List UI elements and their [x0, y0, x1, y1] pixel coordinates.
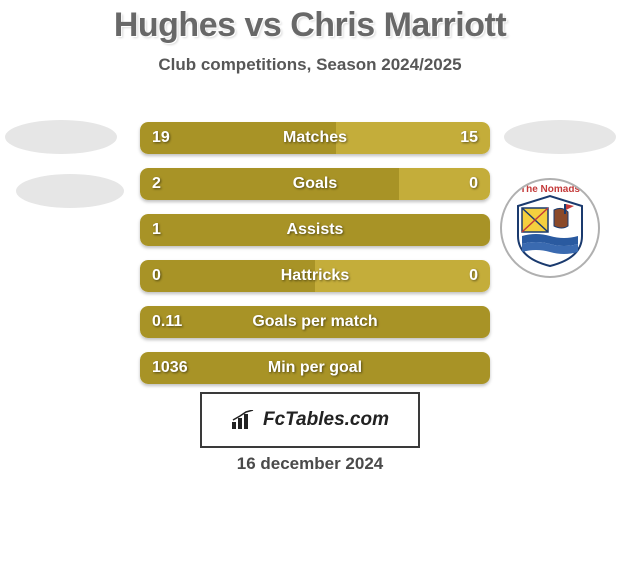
- comparison-bars: 1915Matches 20Goals 1Assists 00Hattricks 0.1…: [140, 122, 490, 398]
- logo-text: FcTables.com: [263, 409, 389, 431]
- bar-row-hattricks: 00Hattricks: [140, 260, 490, 292]
- player2-ellipse-1: [504, 120, 616, 154]
- club-badge: The Nomads: [500, 178, 600, 278]
- bar-row-assists: 1Assists: [140, 214, 490, 246]
- player1-ellipse-2: [16, 174, 124, 208]
- bar-row-min-per-goal: 1036Min per goal: [140, 352, 490, 384]
- page-title: Hughes vs Chris Marriott: [0, 0, 620, 45]
- bar-label: Hattricks: [140, 260, 490, 292]
- bar-label: Assists: [140, 214, 490, 246]
- bar-row-goals-per-match: 0.11Goals per match: [140, 306, 490, 338]
- date-line: 16 december 2024: [0, 454, 620, 474]
- bar-row-goals: 20Goals: [140, 168, 490, 200]
- logo-chart-icon: [231, 410, 257, 430]
- page-subtitle: Club competitions, Season 2024/2025: [0, 55, 620, 75]
- player1-ellipse-1: [5, 120, 117, 154]
- fctables-logo: FcTables.com: [200, 392, 420, 448]
- bar-label: Goals: [140, 168, 490, 200]
- bar-label: Goals per match: [140, 306, 490, 338]
- bar-label: Min per goal: [140, 352, 490, 384]
- bar-label: Matches: [140, 122, 490, 154]
- bar-row-matches: 1915Matches: [140, 122, 490, 154]
- badge-text: The Nomads: [506, 184, 594, 214]
